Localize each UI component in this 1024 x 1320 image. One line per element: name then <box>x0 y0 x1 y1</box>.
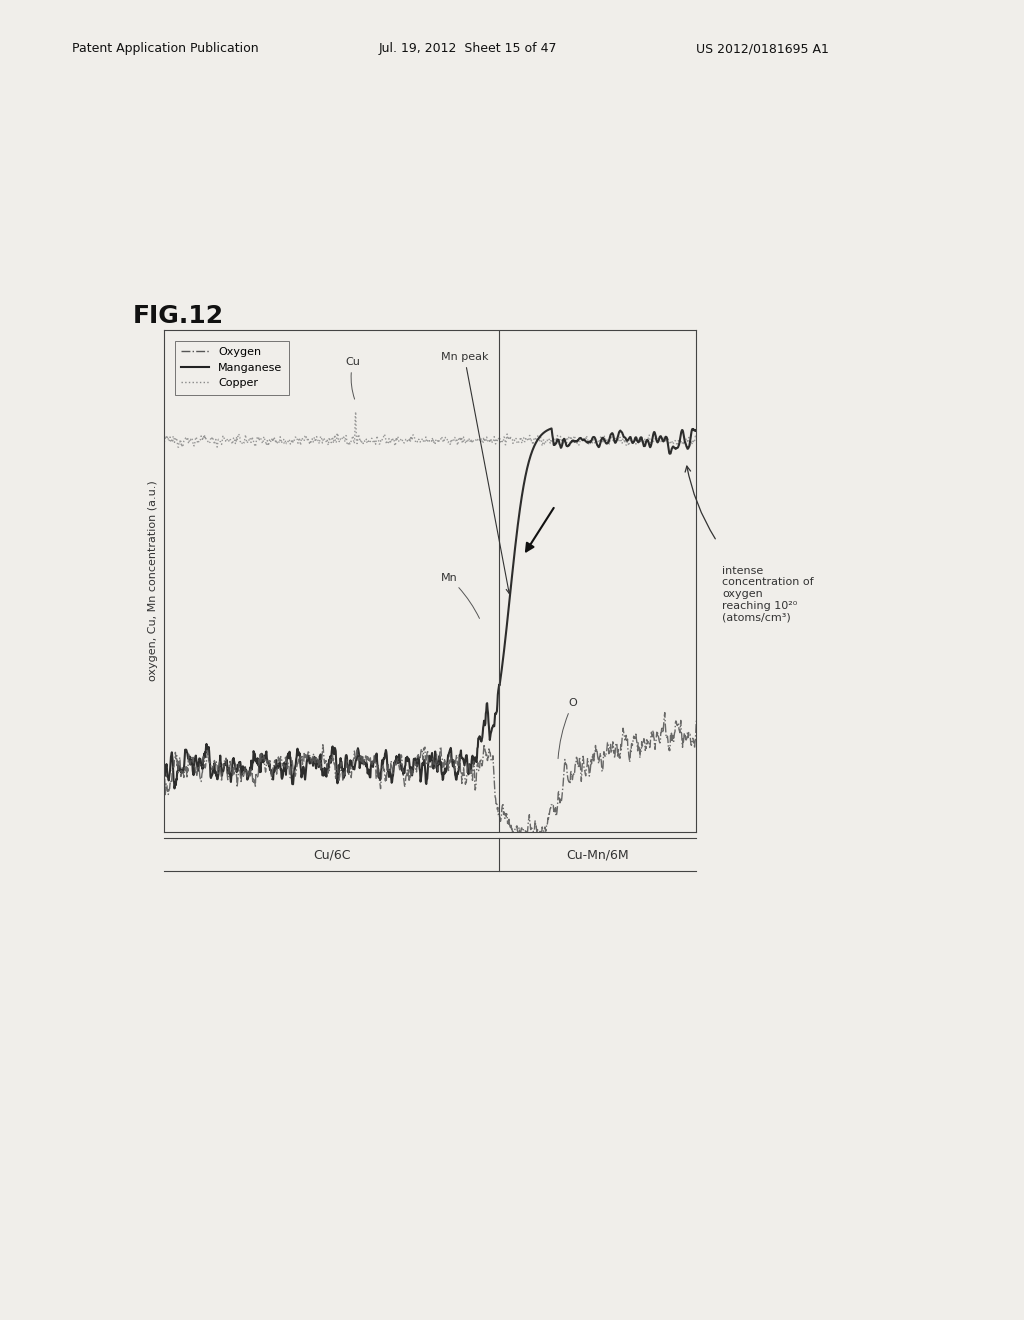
Text: Jul. 19, 2012  Sheet 15 of 47: Jul. 19, 2012 Sheet 15 of 47 <box>379 42 557 55</box>
Text: Mn: Mn <box>440 573 479 618</box>
Legend: Oxygen, Manganese, Copper: Oxygen, Manganese, Copper <box>175 341 289 395</box>
Text: US 2012/0181695 A1: US 2012/0181695 A1 <box>696 42 829 55</box>
Text: Patent Application Publication: Patent Application Publication <box>72 42 258 55</box>
Text: FIG.12: FIG.12 <box>133 304 224 327</box>
Y-axis label: oxygen, Cu, Mn concentration (a.u.): oxygen, Cu, Mn concentration (a.u.) <box>148 480 159 681</box>
Text: O: O <box>558 698 578 759</box>
Text: Cu/6C: Cu/6C <box>312 849 350 861</box>
Text: Mn peak: Mn peak <box>440 352 511 594</box>
Text: Cu-Mn/6M: Cu-Mn/6M <box>566 849 629 861</box>
Text: intense
concentration of
oxygen
reaching 10²⁰
(atoms/cm³): intense concentration of oxygen reaching… <box>722 566 813 622</box>
Text: Cu: Cu <box>345 358 360 399</box>
